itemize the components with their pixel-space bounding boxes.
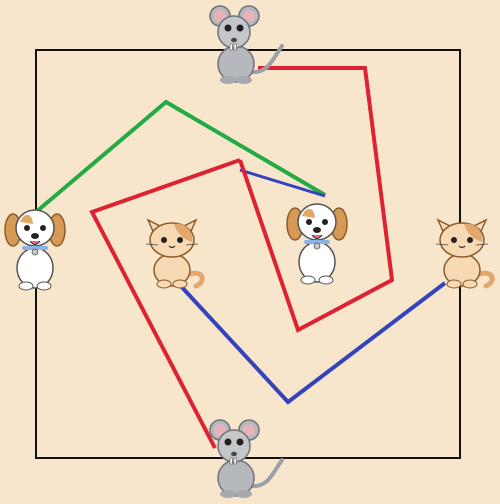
blue-path xyxy=(176,281,447,405)
blue-path-short xyxy=(239,168,326,198)
dog-icon xyxy=(4,209,66,291)
mouse-icon xyxy=(209,419,284,498)
red-path-bottom xyxy=(89,158,241,449)
red-path-top xyxy=(238,66,395,333)
dog-left-piece[interactable] xyxy=(0,206,70,291)
mouse-icon xyxy=(209,5,284,84)
cat-right-piece[interactable] xyxy=(428,210,498,294)
cat-center-piece[interactable] xyxy=(138,210,208,294)
mouse-bottom-piece[interactable] xyxy=(206,416,284,500)
mouse-top-piece[interactable] xyxy=(206,2,284,86)
cat-icon xyxy=(145,218,205,289)
green-path xyxy=(34,99,327,214)
dog-icon xyxy=(286,203,348,285)
dog-center-piece[interactable] xyxy=(282,200,352,285)
cat-icon xyxy=(435,218,495,289)
